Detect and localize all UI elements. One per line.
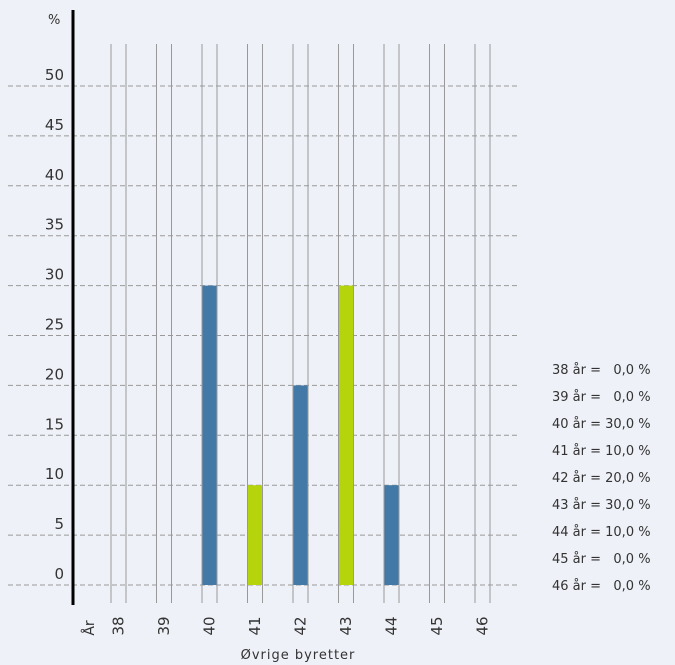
column-lines [110, 44, 491, 603]
y-tick-label: 5 [54, 515, 64, 533]
x-tick-label: 39 [155, 616, 173, 635]
x-axis-label: Øvrige byretter [241, 648, 356, 663]
legend: 38 år = 0,0 % 39 år = 0,0 % 40 år = 30,0… [552, 357, 651, 600]
x-tick-label: 46 [474, 616, 492, 635]
y-tick-label: 35 [45, 216, 64, 234]
legend-item-45: 45 år = 0,0 % [552, 552, 651, 567]
y-tick-labels: 0 5 10 15 20 25 30 35 40 45 50 [45, 66, 64, 583]
bar-43 [339, 285, 353, 585]
y-tick-label: 20 [45, 365, 64, 383]
y-tick-label: 40 [45, 166, 64, 184]
y-tick-label: 15 [45, 415, 64, 433]
legend-item-43: 43 år = 30,0 % [552, 498, 651, 513]
legend-item-38: 38 år = 0,0 % [552, 363, 651, 378]
x-tick-label: 43 [337, 616, 355, 635]
x-tick-label: 45 [428, 616, 446, 635]
gridlines [8, 85, 518, 586]
x-tick-label: 44 [383, 616, 401, 635]
bars [202, 285, 399, 585]
y-tick-label: 10 [45, 465, 64, 483]
legend-item-41: 41 år = 10,0 % [552, 444, 651, 459]
bar-42 [293, 385, 308, 585]
x-axis-header: År [81, 620, 98, 636]
x-tick-label: 40 [201, 616, 219, 635]
y-tick-label: 50 [45, 66, 64, 84]
y-tick-label: 0 [54, 565, 64, 583]
x-tick-label: 42 [292, 616, 310, 635]
x-tick-label: 38 [110, 616, 128, 635]
bar-44 [384, 485, 399, 585]
y-axis-label: % [48, 13, 60, 28]
legend-item-40: 40 år = 30,0 % [552, 417, 651, 432]
y-tick-label: 25 [45, 316, 64, 334]
legend-item-44: 44 år = 10,0 % [552, 525, 651, 540]
bar-41 [248, 485, 262, 585]
y-tick-label: 30 [45, 266, 64, 284]
legend-item-39: 39 år = 0,0 % [552, 390, 651, 405]
x-tick-labels: 38 39 40 41 42 43 44 45 46 [110, 616, 492, 635]
legend-item-42: 42 år = 20,0 % [552, 471, 651, 486]
y-tick-label: 45 [45, 116, 64, 134]
legend-item-46: 46 år = 0,0 % [552, 579, 651, 594]
bar-40 [202, 285, 217, 585]
x-tick-label: 41 [246, 616, 264, 635]
